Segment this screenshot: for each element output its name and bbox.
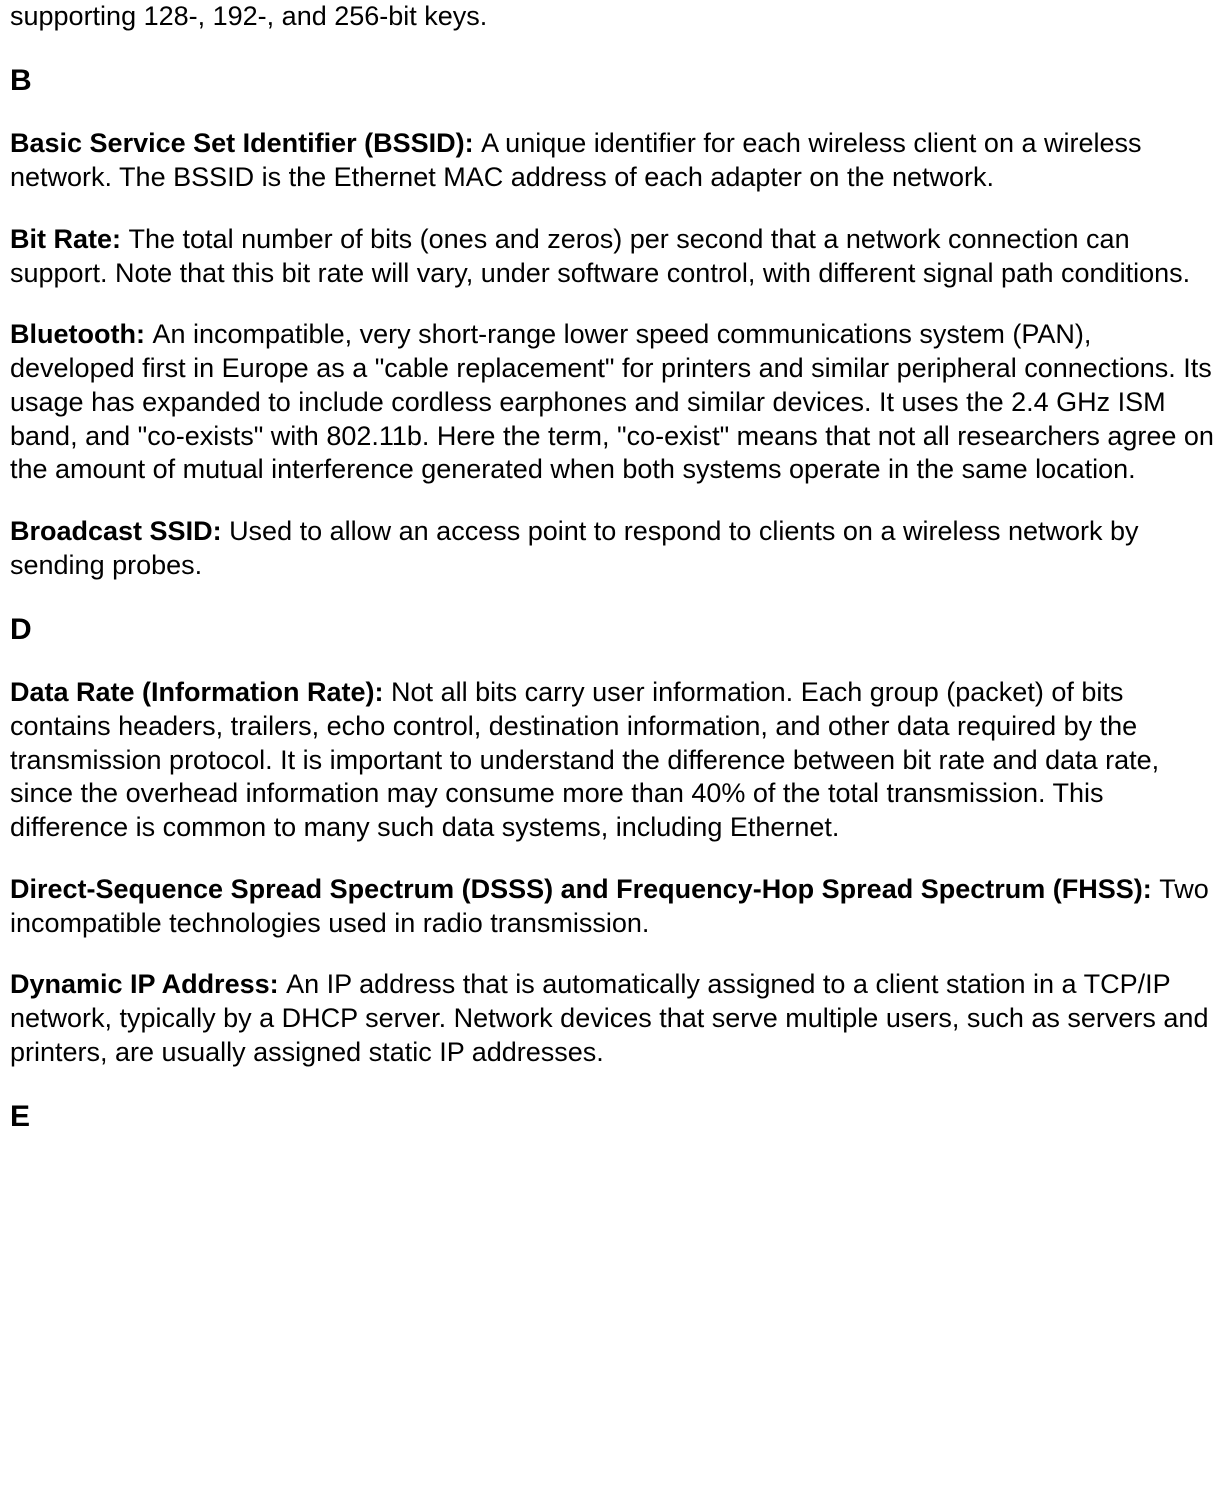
section-heading-d: D bbox=[10, 611, 1220, 649]
glossary-entry: Bluetooth: An incompatible, very short-r… bbox=[10, 318, 1220, 487]
term-bssid: Basic Service Set Identifier (BSSID): bbox=[10, 128, 481, 158]
term-dynamic-ip: Dynamic IP Address: bbox=[10, 969, 286, 999]
intro-text: supporting 128-, 192-, and 256-bit keys. bbox=[10, 1, 487, 31]
intro-fragment: supporting 128-, 192-, and 256-bit keys. bbox=[10, 0, 1220, 34]
glossary-entry: Data Rate (Information Rate): Not all bi… bbox=[10, 676, 1220, 845]
section-heading-b: B bbox=[10, 62, 1220, 100]
glossary-entry: Dynamic IP Address: An IP address that i… bbox=[10, 968, 1220, 1069]
glossary-entry: Basic Service Set Identifier (BSSID): A … bbox=[10, 127, 1220, 195]
term-bit-rate: Bit Rate: bbox=[10, 224, 129, 254]
term-dsss-fhss: Direct-Sequence Spread Spectrum (DSSS) a… bbox=[10, 874, 1159, 904]
glossary-entry: Broadcast SSID: Used to allow an access … bbox=[10, 515, 1220, 583]
section-heading-e: E bbox=[10, 1098, 1220, 1136]
term-data-rate: Data Rate (Information Rate): bbox=[10, 677, 391, 707]
definition-bit-rate: The total number of bits (ones and zeros… bbox=[10, 224, 1190, 288]
definition-bluetooth: An incompatible, very short-range lower … bbox=[10, 319, 1214, 484]
term-bluetooth: Bluetooth: bbox=[10, 319, 152, 349]
glossary-entry: Direct-Sequence Spread Spectrum (DSSS) a… bbox=[10, 873, 1220, 941]
term-broadcast-ssid: Broadcast SSID: bbox=[10, 516, 229, 546]
glossary-entry: Bit Rate: The total number of bits (ones… bbox=[10, 223, 1220, 291]
